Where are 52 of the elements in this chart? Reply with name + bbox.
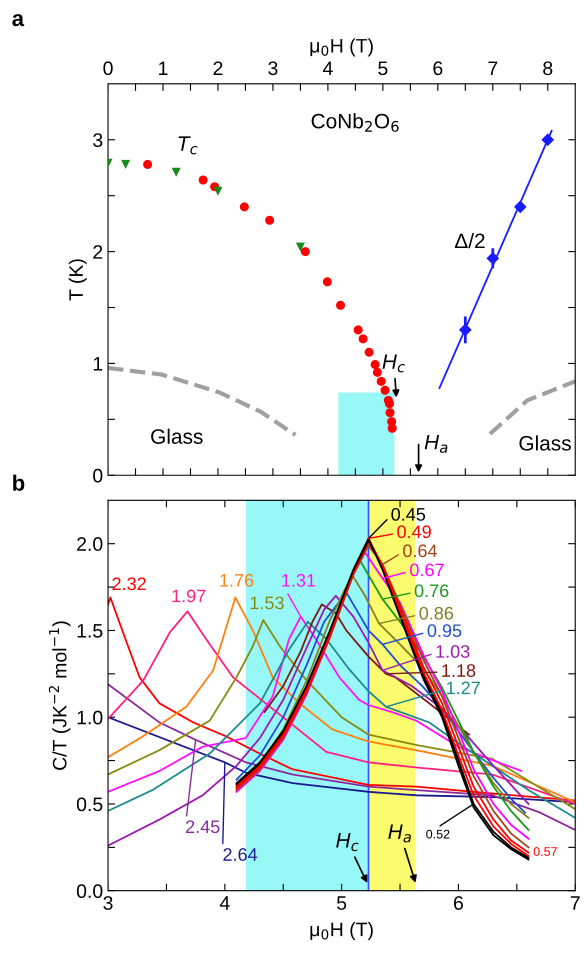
legend-label: 0.86	[419, 606, 454, 620]
y-tick-label: 0	[93, 468, 102, 482]
x-tick-label: 0	[103, 61, 113, 76]
y-tick-label: 2	[93, 245, 102, 259]
annotation: Δ/2	[454, 232, 485, 248]
chart-title: b	[13, 474, 24, 491]
x-tick-label: 2	[214, 61, 222, 75]
text: 2.64	[223, 848, 258, 861]
series-label: 1.31	[282, 574, 316, 587]
x-tick-label: 7	[488, 62, 498, 75]
x-tick-label: 4	[220, 896, 230, 910]
annotation: H$_{c}$	[382, 354, 405, 372]
x-tick-label: 3	[103, 896, 113, 910]
series-label: 1.97	[172, 590, 206, 602]
x-axis-title: μ$_{0}$H (T)	[310, 38, 373, 56]
annotation: T$_{c}$	[178, 136, 198, 154]
legend-label: 1.03	[436, 645, 470, 658]
x-tick-label: 7	[570, 896, 580, 910]
y-tick-label: 1	[94, 357, 102, 370]
legend-label: 1.27	[446, 682, 480, 694]
y-tick-label: 2.0	[77, 537, 102, 551]
x-axis-title: μ$_{0}$H (T)	[310, 922, 373, 940]
x-tick-label: 1	[159, 62, 168, 75]
chart-title: a	[12, 14, 24, 26]
legend-label: 0.95	[428, 624, 462, 638]
x-tick-label: 6	[433, 61, 442, 76]
annotation: Glass	[151, 428, 203, 444]
y-axis-title: C/T (JK$^{−2}$ mol$^{−1}$)	[48, 621, 70, 770]
series-label: 1.53	[250, 596, 284, 610]
y-tick-label: 1.5	[78, 624, 102, 638]
annotation: H$_{a}$	[424, 434, 448, 453]
series-label: 2.32	[112, 577, 146, 590]
x-tick-label: 8	[543, 61, 552, 76]
y-axis-title: T (K)	[68, 259, 87, 301]
annotation: Glass	[519, 435, 571, 451]
annotation: CoNb$_{2}$O$_{6}$	[312, 113, 399, 132]
x-tick-label: 3	[268, 61, 278, 76]
x-tick-label: 5	[378, 62, 388, 76]
text: 0.0	[76, 884, 102, 898]
series-label: 1.76	[220, 574, 254, 587]
annotation: H$_{a}$	[388, 824, 411, 842]
text: 2.45	[186, 820, 220, 834]
series-label: 0.57	[534, 847, 557, 856]
y-tick-label: 0.5	[76, 797, 102, 812]
y-tick-label: 3	[93, 133, 102, 148]
legend-label: 1.18	[442, 664, 476, 677]
text: 0.52	[426, 830, 450, 839]
y-tick-label: 1.0	[78, 710, 102, 724]
x-tick-label: 4	[322, 62, 333, 75]
annotation: H$_{c}$	[336, 833, 359, 852]
x-tick-label: 5	[337, 896, 346, 910]
x-tick-label: 6	[454, 896, 463, 910]
